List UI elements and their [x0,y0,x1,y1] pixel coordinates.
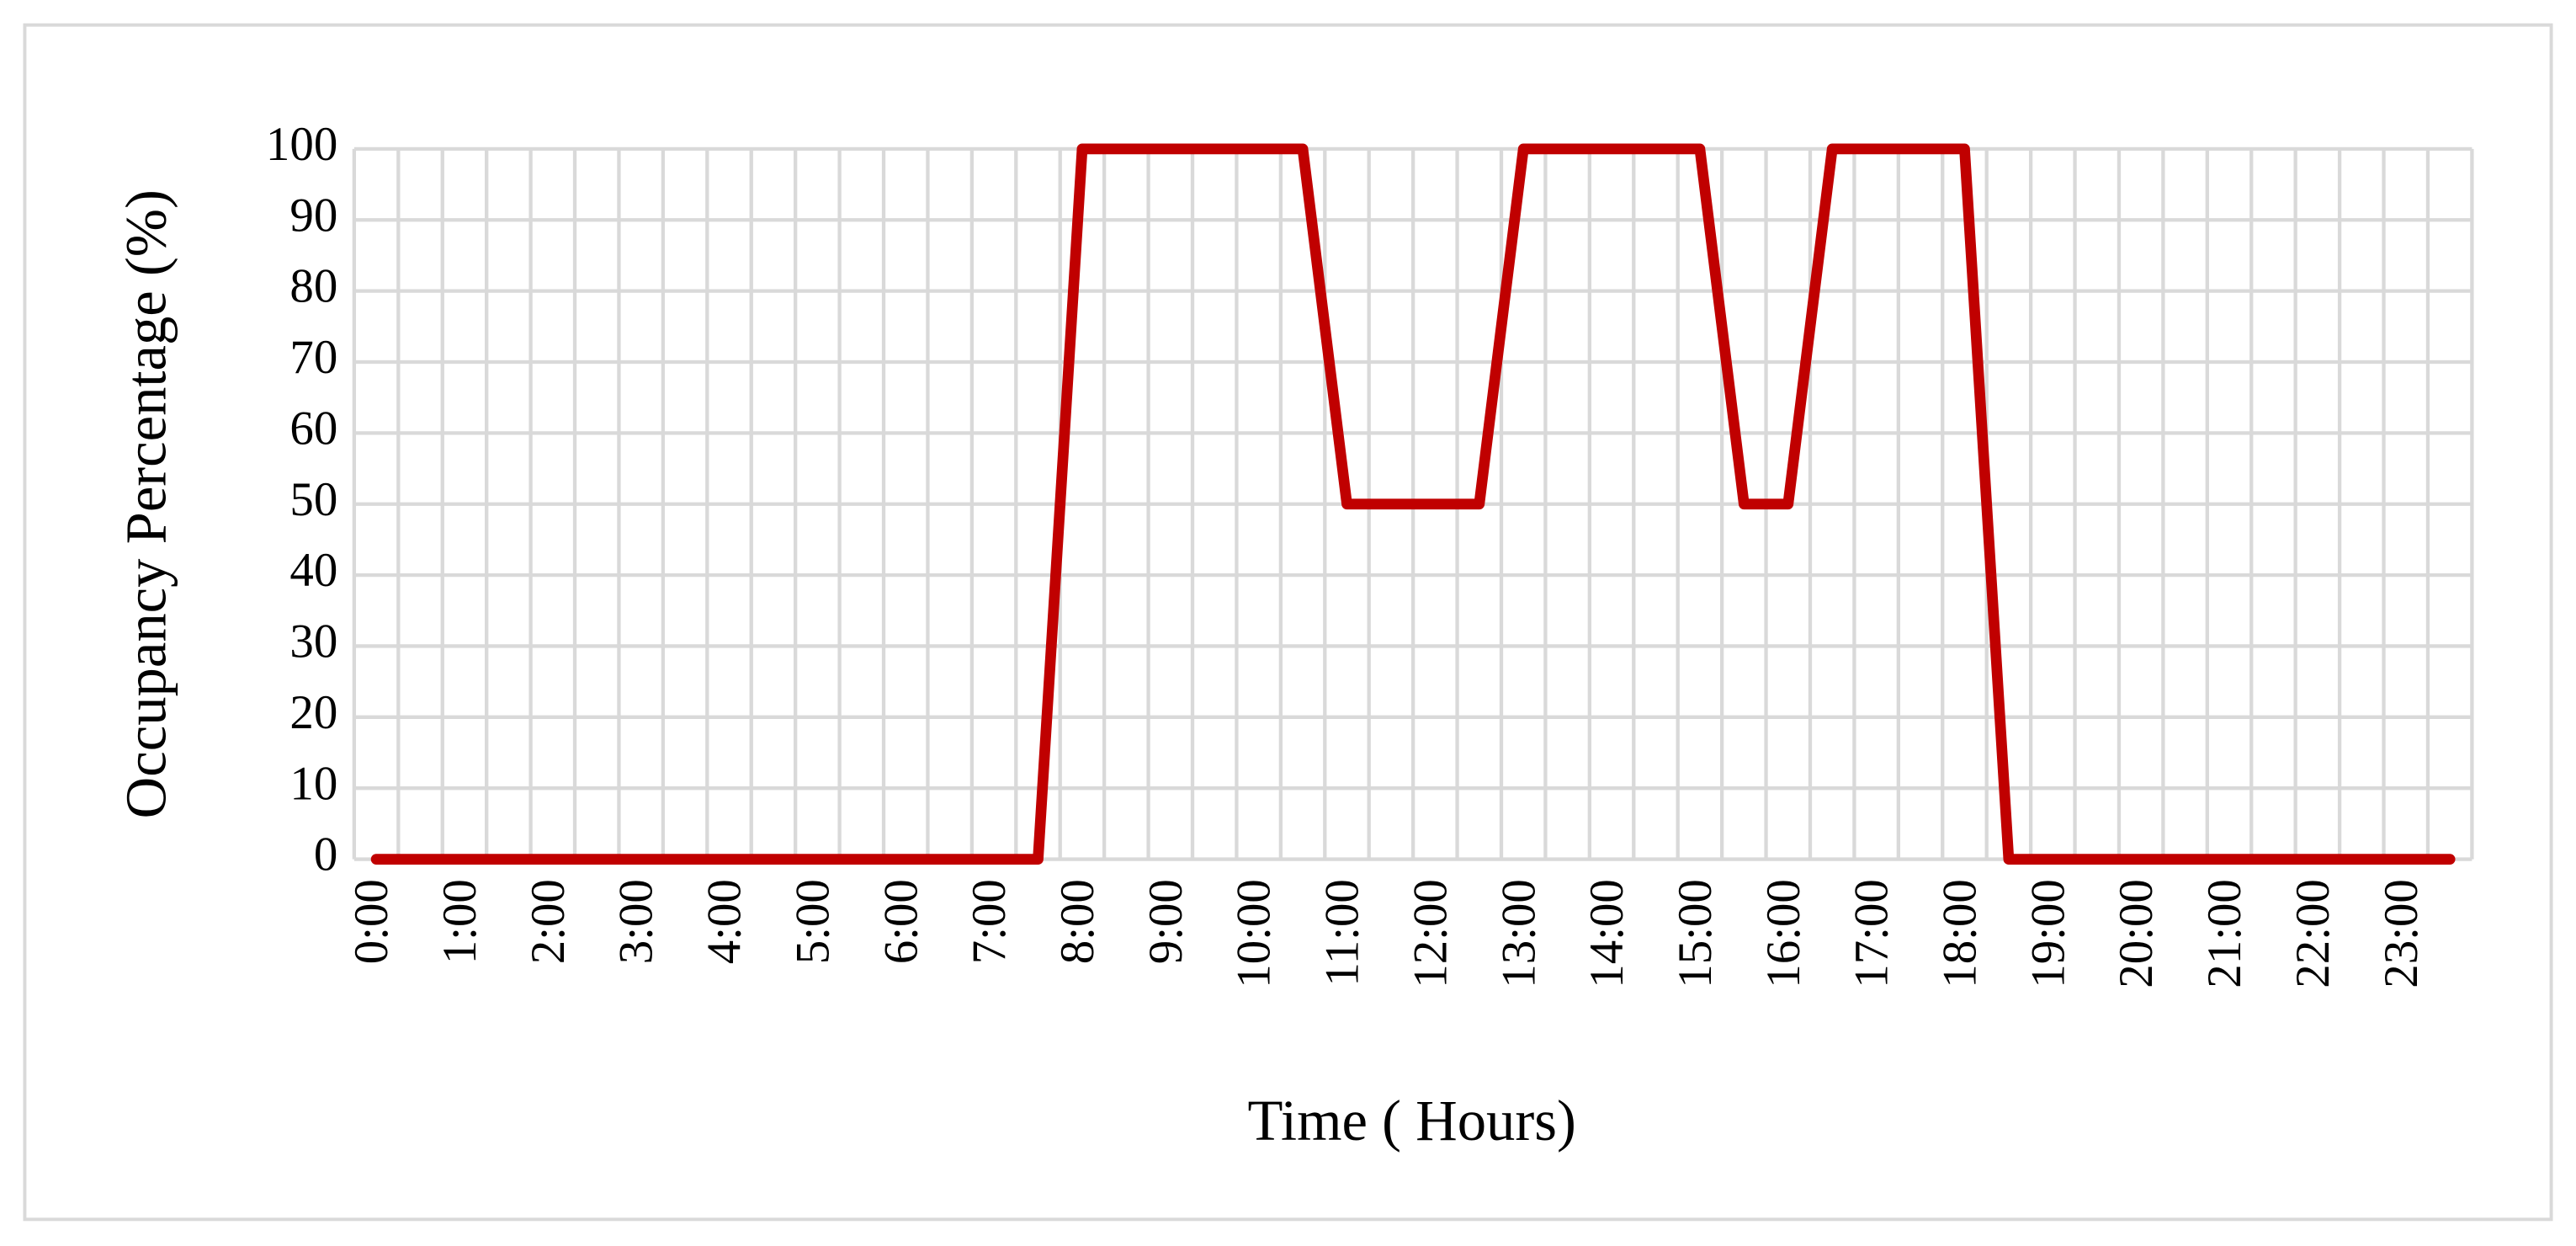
x-tick-label: 0:00 [345,879,398,964]
x-tick-label: 17:00 [1846,879,1899,988]
x-tick-label: 10:00 [1228,879,1281,988]
x-tick-label: 1:00 [433,879,486,964]
y-tick-label: 30 [289,615,337,668]
x-tick-label: 20:00 [2110,879,2163,988]
y-tick-label: 60 [289,402,337,455]
y-axis-title: Occupancy Percentage (%) [114,189,178,818]
marks [370,143,2456,865]
labels: 0 10 20 30 40 50 60 70 80 90 100 0:00 1:00 2:00 3:00 4:… [266,118,2428,988]
y-tick-label: 100 [266,118,337,171]
x-tick-label: 6:00 [874,879,927,964]
y-tick-label: 10 [289,757,337,810]
chart-border [23,23,2553,1222]
x-tick-label: 18:00 [1934,879,1987,988]
x-tick-label: 9:00 [1139,879,1192,964]
grid [352,146,2474,861]
x-tick-label: 23:00 [2375,879,2428,988]
x-tick-label: 13:00 [1492,879,1545,988]
x-tick-label: 16:00 [1757,879,1810,988]
y-tick-label: 0 [314,828,337,881]
x-tick-label: 22:00 [2287,879,2340,988]
x-axis-title: Time ( Hours) [1247,1089,1575,1153]
y-tick-label: 90 [289,189,337,242]
x-tick-label: 2:00 [522,879,575,964]
y-tick-label: 50 [289,473,337,526]
x-tick-label: 19:00 [2021,879,2074,988]
y-tick-label: 40 [289,544,337,597]
x-tick-label: 12:00 [1404,879,1457,988]
x-tick-label: 5:00 [786,879,839,964]
data-line [370,143,2456,865]
x-tick-label: 21:00 [2198,879,2251,988]
x-tick-label: 11:00 [1316,879,1369,986]
x-tick-label: 3:00 [610,879,663,964]
y-tick-label: 80 [289,260,337,313]
x-tick-label: 8:00 [1051,879,1104,964]
y-tick-label: 70 [289,331,337,384]
x-tick-label: 4:00 [698,879,752,964]
y-tick-label: 20 [289,686,337,739]
x-tick-label: 14:00 [1580,879,1633,988]
x-tick-label: 7:00 [963,879,1016,964]
x-tick-label: 15:00 [1669,879,1722,988]
